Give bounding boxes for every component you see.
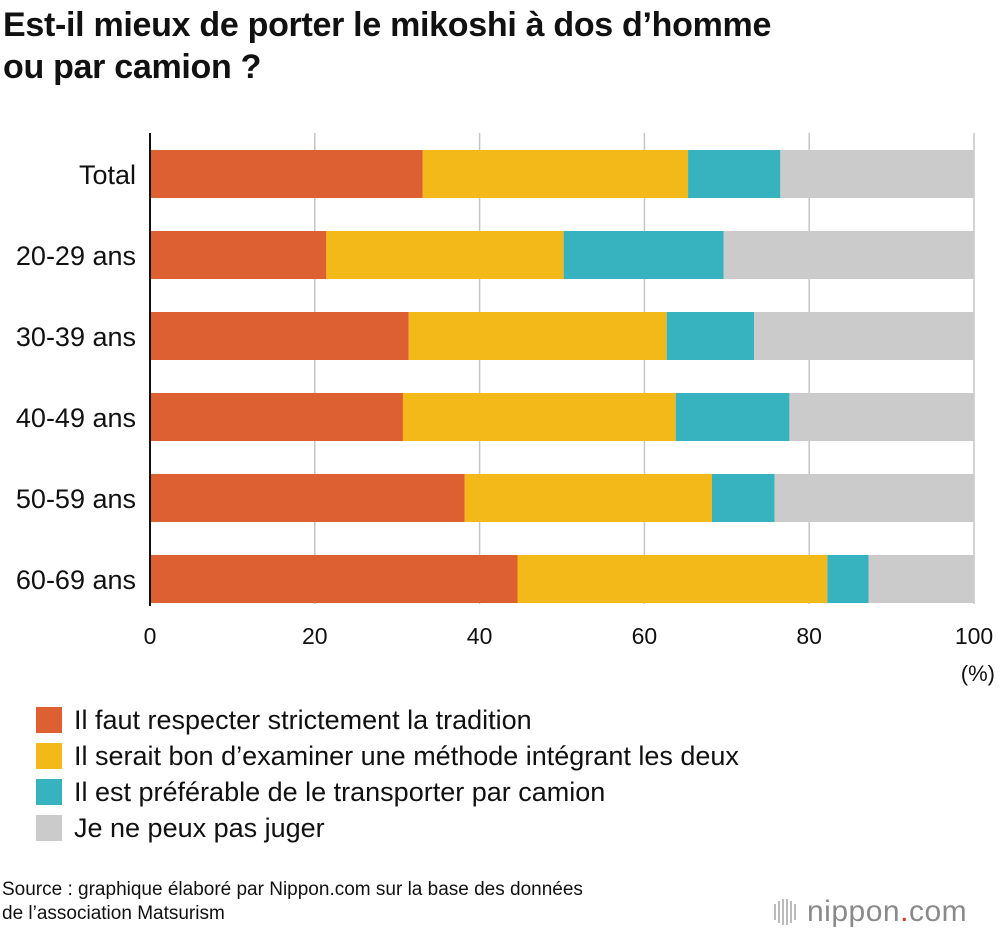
nippon-logo: nippon.com: [773, 892, 998, 932]
bar-4-series-1: [464, 474, 712, 522]
category-label-2: 30-39 ans: [16, 322, 136, 352]
chart-title-line-2: ou par camion ?: [3, 48, 262, 86]
chart-title-line-1: Est-il mieux de porter le mikoshi à dos …: [3, 6, 772, 44]
legend-swatch-both: [36, 743, 62, 769]
source-line-2: de l’association Matsurism: [2, 903, 225, 924]
bars: [150, 150, 974, 603]
bar-1-series-3: [723, 231, 974, 279]
category-label-0: Total: [79, 160, 136, 190]
legend-label-tradition: Il faut respecter strictement la traditi…: [74, 705, 532, 735]
category-label-1: 20-29 ans: [16, 241, 136, 271]
bar-1-series-1: [326, 231, 564, 279]
logo-tld: com: [908, 895, 968, 928]
bar-4-series-2: [711, 474, 775, 522]
legend-swatch-tradition: [36, 707, 62, 733]
bar-3-series-1: [402, 393, 676, 441]
bar-1-series-0: [150, 231, 327, 279]
x-tick-label-0: 0: [144, 623, 157, 649]
axis-labels: Total 20-29 ans 30-39 ans 40-49 ans 50-59 an…: [16, 160, 995, 686]
x-tick-label-40: 40: [467, 623, 493, 649]
chart-title: Est-il mieux de porter le mikoshi à dos …: [3, 4, 993, 88]
bar-3-series-0: [150, 393, 403, 441]
logo-name: nippon: [807, 895, 901, 928]
bar-4-series-0: [150, 474, 465, 522]
category-label-5: 60-69 ans: [16, 565, 136, 595]
nippon-wordmark: nippon.com: [807, 892, 967, 932]
x-unit-label: (%): [961, 661, 995, 686]
stacked-bar-chart: Total 20-29 ans 30-39 ans 40-49 ans 50-59 an…: [16, 133, 995, 686]
bar-5-series-1: [517, 555, 828, 603]
nippon-mark-icon: [774, 899, 796, 925]
legend-item-truck: Il est préférable de le transporter par …: [36, 774, 936, 810]
category-label-4: 50-59 ans: [16, 484, 136, 514]
bar-5-series-2: [827, 555, 869, 603]
legend-swatch-undecided: [36, 815, 62, 841]
bar-0-series-2: [688, 150, 781, 198]
bar-2-series-0: [150, 312, 409, 360]
legend-label-both: Il serait bon d’examiner une méthode int…: [74, 741, 739, 771]
bar-0-series-1: [422, 150, 689, 198]
source-line-1: Source : graphique élaboré par Nippon.co…: [2, 879, 583, 900]
bar-2-series-1: [408, 312, 667, 360]
gridlines: [314, 133, 975, 604]
source-note: Source : graphique élaboré par Nippon.co…: [2, 878, 583, 926]
bar-3-series-2: [675, 393, 790, 441]
legend-label-truck: Il est préférable de le transporter par …: [74, 777, 606, 807]
x-tick-label-100: 100: [955, 623, 993, 649]
category-label-3: 40-49 ans: [16, 403, 136, 433]
bar-0-series-3: [780, 150, 974, 198]
logo-dot: .: [900, 895, 909, 928]
legend-label-undecided: Je ne peux pas juger: [74, 813, 325, 843]
legend-item-undecided: Je ne peux pas juger: [36, 810, 936, 846]
bar-2-series-3: [753, 312, 974, 360]
x-tick-label-80: 80: [796, 623, 822, 649]
bar-1-series-2: [563, 231, 724, 279]
bar-0-series-0: [150, 150, 423, 198]
bar-5-series-0: [150, 555, 518, 603]
bar-3-series-3: [789, 393, 974, 441]
legend-item-tradition: Il faut respecter strictement la traditi…: [36, 702, 936, 738]
bar-2-series-2: [666, 312, 754, 360]
bar-5-series-3: [868, 555, 974, 603]
legend-swatch-truck: [36, 779, 62, 805]
x-tick-label-20: 20: [302, 623, 328, 649]
legend-item-both: Il serait bon d’examiner une méthode int…: [36, 738, 936, 774]
bar-4-series-3: [774, 474, 974, 522]
x-tick-label-60: 60: [632, 623, 658, 649]
